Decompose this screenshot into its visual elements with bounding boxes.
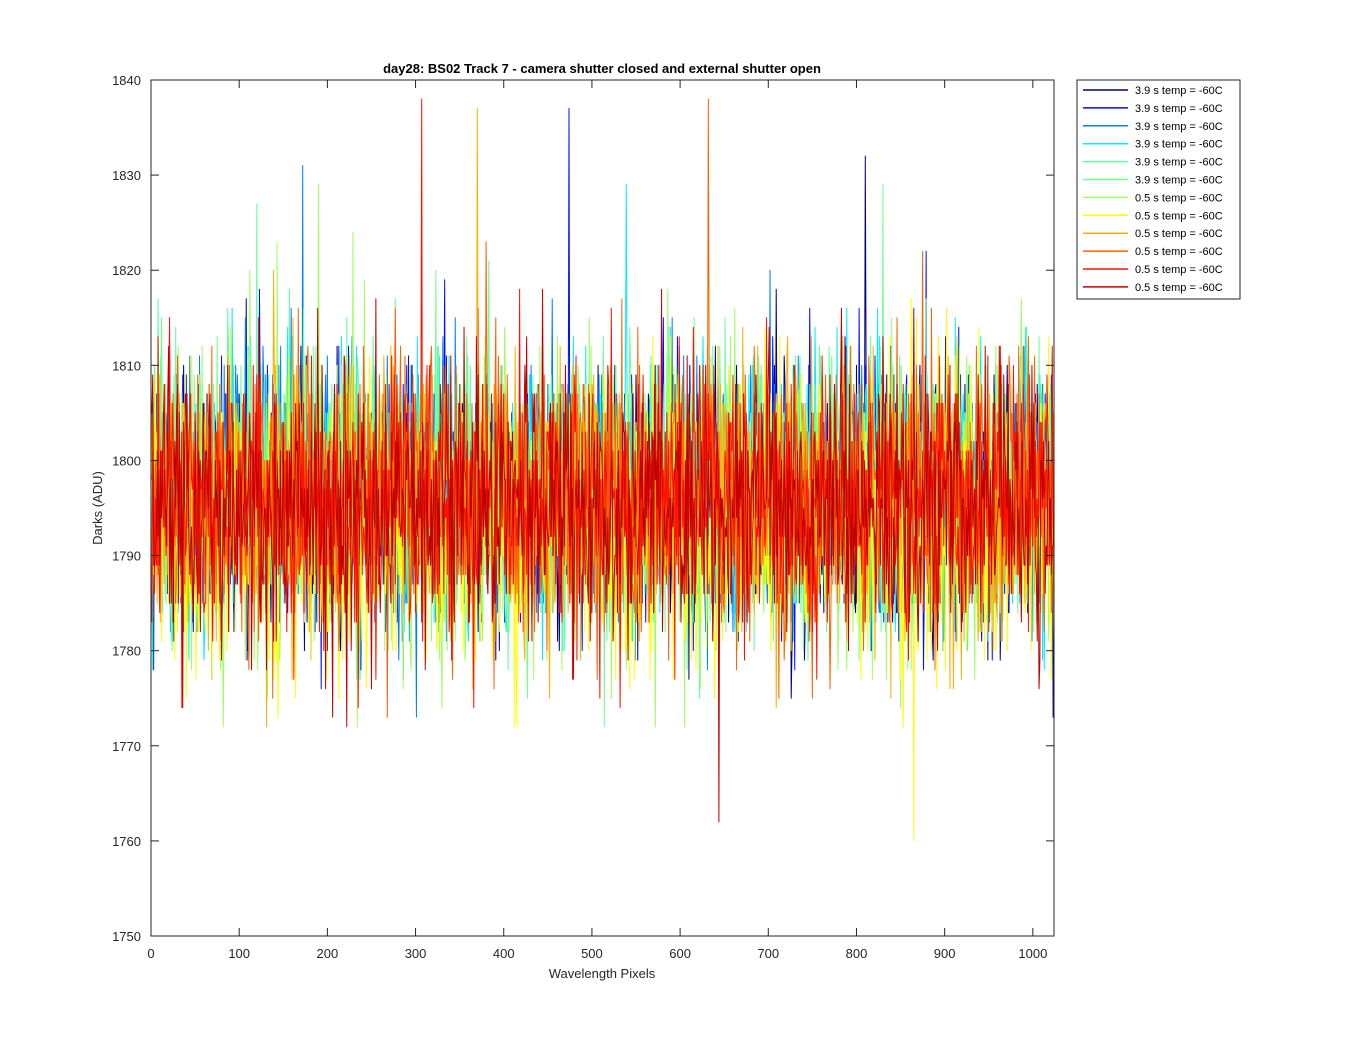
legend-label-12: 0.5 s temp = -60C [1135,282,1223,294]
legend-box [1076,79,1241,300]
legend-label-7: 0.5 s temp = -60C [1135,192,1223,204]
legend: 3.9 s temp = -60C 3.9 s temp = -60C 3.9 s … [1076,79,1241,300]
x-tick-label: 300 [405,946,427,961]
x-tick-label: 400 [493,946,515,961]
legend-label-9: 0.5 s temp = -60C [1135,228,1223,240]
y-axis-label: Darks (ADU) [90,471,105,545]
x-tick-label: 500 [581,946,603,961]
x-tick-label: 200 [317,946,339,961]
legend-label-2: 3.9 s temp = -60C [1135,103,1223,115]
y-tick-label: 1790 [112,549,141,564]
legend-label-5: 3.9 s temp = -60C [1135,157,1223,169]
y-tick-label: 1810 [112,358,141,373]
series-group [151,98,1054,842]
x-tick-label: 800 [846,946,868,961]
x-tick-label: 700 [757,946,779,961]
legend-label-10: 0.5 s temp = -60C [1135,246,1223,258]
y-tick-label: 1780 [112,644,141,659]
legend-label-3: 3.9 s temp = -60C [1135,121,1223,133]
legend-label-8: 0.5 s temp = -60C [1135,210,1223,222]
x-tick-label: 100 [228,946,250,961]
y-tick-label: 1820 [112,263,141,278]
legend-label-11: 0.5 s temp = -60C [1135,264,1223,276]
legend-label-6: 3.9 s temp = -60C [1135,175,1223,187]
y-tick-label: 1840 [112,73,141,88]
x-axis-label: Wavelength Pixels [549,966,656,981]
y-tick-label: 1830 [112,168,141,183]
plot-border [150,79,1055,937]
x-axis-ticks: 0 100 200 300 400 500 600 700 800 900 1000 [147,80,1047,961]
y-tick-label: 1770 [112,739,141,754]
x-tick-label: 900 [934,946,956,961]
x-tick-label: 600 [669,946,691,961]
y-tick-label: 1800 [112,453,141,468]
y-axis-ticks: 1750 1760 1770 1780 1790 1800 1810 1820 1830 1840 [112,73,1054,944]
legend-label-1: 3.9 s temp = -60C [1135,85,1223,97]
y-tick-label: 1760 [112,834,141,849]
series-line-12 [151,288,1054,823]
legend-label-4: 3.9 s temp = -60C [1135,139,1223,151]
x-tick-label: 0 [147,946,154,961]
chart-title: day28: BS02 Track 7 - camera shutter clo… [383,61,821,76]
x-tick-label: 1000 [1018,946,1047,961]
y-tick-label: 1750 [112,929,141,944]
